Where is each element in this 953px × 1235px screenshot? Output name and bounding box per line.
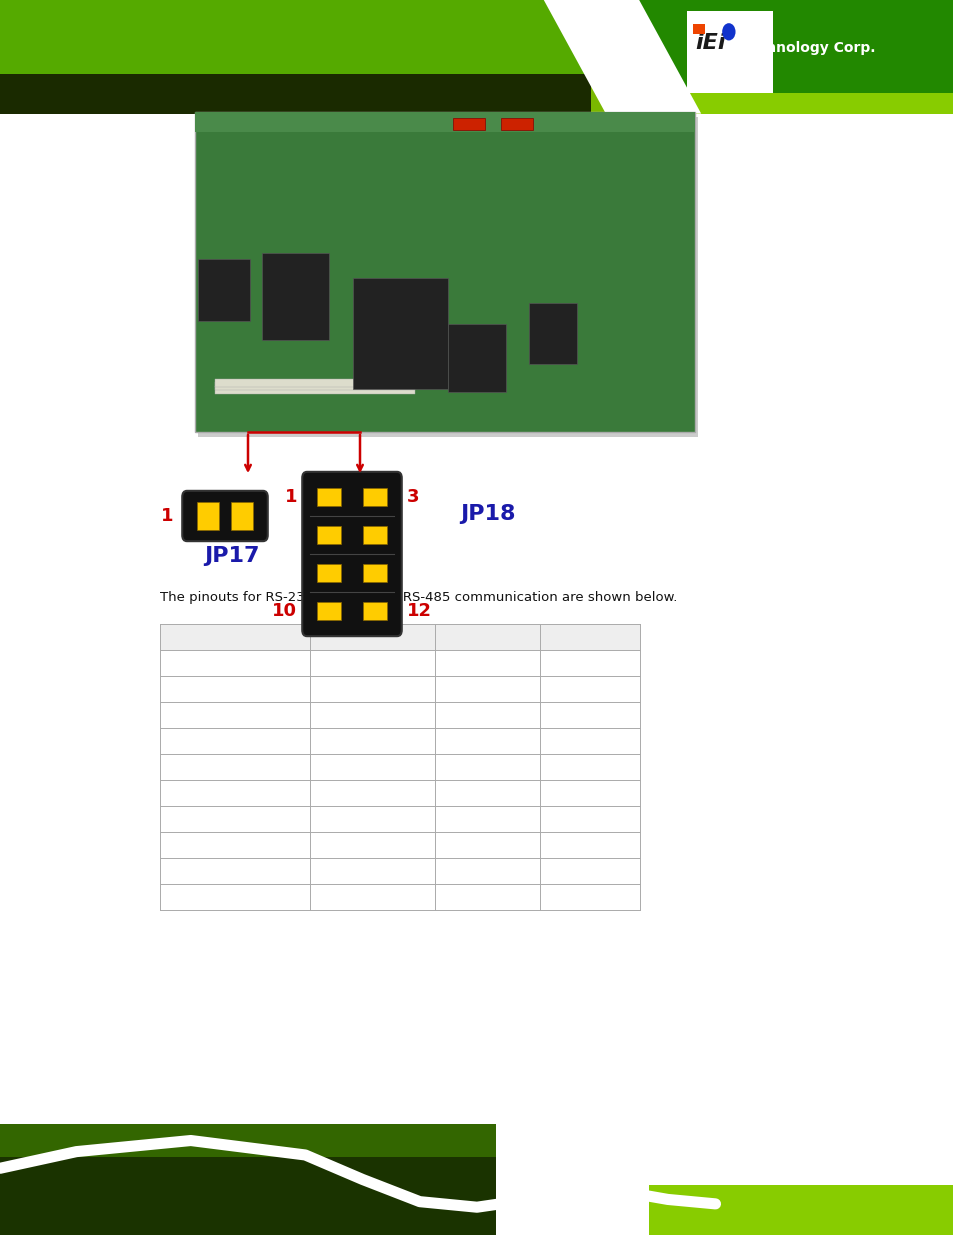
- Bar: [316, 526, 340, 543]
- Bar: [529, 303, 577, 364]
- Bar: [648, 1186, 953, 1235]
- Bar: [160, 624, 639, 650]
- Bar: [0, 74, 591, 114]
- Bar: [0, 0, 953, 114]
- Bar: [316, 488, 340, 506]
- Bar: [160, 676, 639, 701]
- Text: iEi: iEi: [695, 33, 725, 53]
- Bar: [0, 1124, 496, 1235]
- Bar: [692, 25, 704, 35]
- Text: 12: 12: [407, 601, 432, 620]
- Bar: [686, 11, 772, 93]
- Bar: [316, 601, 340, 620]
- Text: 10: 10: [272, 601, 296, 620]
- Text: 3: 3: [407, 488, 419, 506]
- Bar: [160, 806, 639, 832]
- Bar: [197, 117, 698, 437]
- Bar: [160, 755, 639, 781]
- Bar: [363, 601, 387, 620]
- Bar: [160, 727, 639, 755]
- Text: JP18: JP18: [459, 504, 515, 524]
- FancyBboxPatch shape: [302, 472, 401, 636]
- Bar: [0, 0, 591, 74]
- Text: JP17: JP17: [204, 546, 259, 566]
- Bar: [194, 112, 695, 132]
- Text: 1: 1: [284, 488, 296, 506]
- Bar: [639, 93, 953, 114]
- Polygon shape: [543, 0, 700, 114]
- Bar: [160, 701, 639, 727]
- Circle shape: [721, 23, 735, 41]
- Bar: [448, 324, 505, 393]
- Bar: [160, 884, 639, 910]
- Bar: [197, 259, 250, 321]
- Bar: [160, 858, 639, 884]
- Bar: [0, 1157, 496, 1235]
- Bar: [363, 526, 387, 543]
- Bar: [363, 488, 387, 506]
- Text: The pinouts for RS-232, RS-422 and RS-485 communication are shown below.: The pinouts for RS-232, RS-422 and RS-48…: [160, 592, 677, 604]
- Bar: [316, 564, 340, 582]
- Text: 1: 1: [160, 508, 172, 525]
- Bar: [194, 112, 695, 432]
- Text: ®Technology Corp.: ®Technology Corp.: [726, 41, 875, 54]
- Bar: [231, 501, 253, 530]
- Bar: [453, 119, 485, 130]
- Bar: [214, 382, 415, 390]
- Bar: [500, 119, 533, 130]
- Bar: [214, 379, 415, 387]
- Bar: [196, 501, 218, 530]
- Bar: [160, 781, 639, 806]
- Bar: [353, 278, 448, 389]
- Bar: [639, 0, 953, 114]
- Bar: [262, 253, 329, 340]
- Bar: [160, 832, 639, 858]
- Bar: [160, 650, 639, 676]
- Bar: [214, 387, 415, 394]
- FancyBboxPatch shape: [182, 490, 268, 541]
- Bar: [363, 564, 387, 582]
